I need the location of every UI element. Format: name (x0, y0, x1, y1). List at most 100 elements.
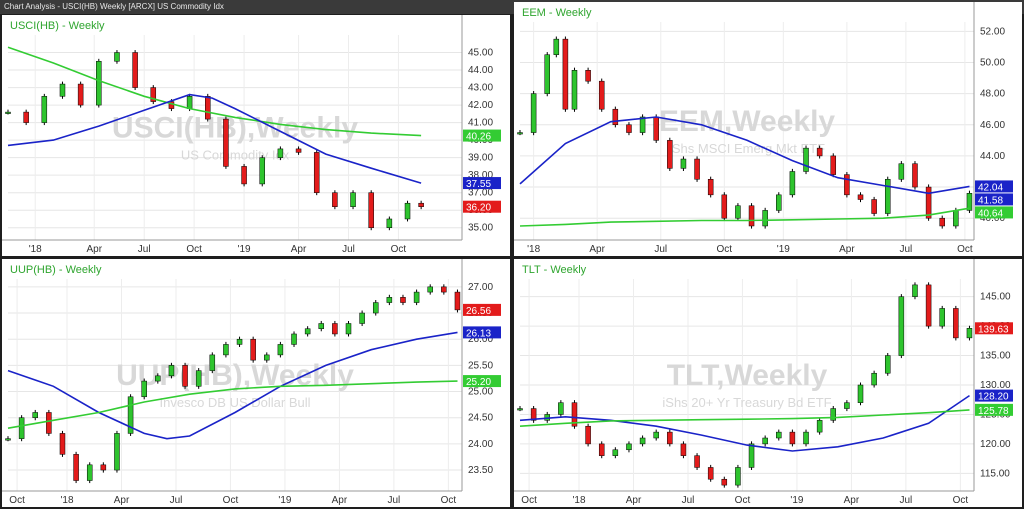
x-tick-label: Apr (114, 495, 130, 506)
candle-body (776, 431, 782, 439)
x-tick-label: Jul (388, 495, 401, 506)
candle-body (721, 478, 728, 486)
y-tick-label: 50.00 (980, 57, 1005, 68)
candle-body (241, 166, 247, 185)
x-tick-label: Apr (844, 495, 860, 506)
y-tick-label: 42.00 (468, 100, 493, 111)
candle-body (612, 449, 619, 456)
candle-body (707, 179, 714, 196)
candle-body (250, 338, 256, 361)
x-tick-label: Oct (223, 495, 239, 506)
candle-body (205, 96, 211, 120)
plot-background (514, 259, 1022, 507)
candle-body (857, 384, 864, 403)
candle-body (73, 454, 79, 481)
candle-body (598, 443, 605, 456)
chart-panel-top-right[interactable]: 52.0050.0048.0046.0044.0042.0040.00'18Ap… (514, 2, 1022, 256)
candle-body (653, 116, 659, 141)
x-tick-label: Apr (291, 244, 307, 255)
candle-body (653, 431, 659, 439)
x-tick-label: Oct (735, 495, 751, 506)
candle-body (132, 52, 138, 88)
chart-label: TLT - Weekly (522, 264, 587, 276)
candle-body (694, 158, 700, 180)
candle-body (803, 147, 809, 172)
candle-body (59, 83, 66, 97)
chart-panel-bottom-left[interactable]: 27.0026.5026.0025.5025.0024.5024.0023.50… (2, 259, 510, 507)
y-tick-label: 44.00 (980, 151, 1005, 162)
x-tick-label: '19 (777, 244, 790, 255)
candle-body (277, 344, 284, 356)
x-tick-label: '19 (278, 495, 291, 506)
candle-body (667, 140, 673, 169)
candle-body (100, 464, 107, 471)
x-tick-label: Oct (953, 495, 969, 506)
candle-body (694, 455, 700, 468)
candle-body (748, 443, 755, 468)
candle-body (400, 297, 406, 303)
x-tick-label: Oct (9, 495, 25, 506)
candle-body (368, 192, 374, 228)
x-tick-label: Apr (86, 244, 102, 255)
candle-body (626, 124, 632, 133)
candle-body (748, 205, 755, 227)
x-tick-label: Jul (342, 244, 355, 255)
value-badge (975, 403, 1013, 416)
candle-body (939, 217, 945, 227)
candle-body (735, 467, 741, 486)
candle-body (571, 70, 578, 110)
x-tick-label: '18 (572, 495, 585, 506)
candle-body (721, 194, 728, 219)
x-tick-label: Jul (900, 495, 913, 506)
chart-panel-bottom-right[interactable]: 145.00140.00135.00130.00125.00120.00115.… (514, 259, 1022, 507)
watermark-title: TLT,Weekly (667, 359, 828, 392)
y-tick-label: 120.00 (980, 439, 1011, 450)
candle-body (762, 437, 768, 445)
candle-body (680, 443, 687, 456)
y-tick-label: 48.00 (980, 89, 1005, 100)
candle-body (372, 302, 379, 314)
candle-body (150, 87, 157, 102)
candle-body (830, 408, 837, 421)
candle-body (454, 291, 461, 311)
value-badge-label: 125.78 (978, 406, 1009, 417)
x-tick-label: Oct (957, 244, 973, 255)
chart-panel-top-left[interactable]: 45.0044.0043.0042.0041.0040.0039.0038.00… (2, 15, 510, 256)
value-badge-label: 128.20 (978, 392, 1009, 403)
y-tick-label: 44.00 (468, 65, 493, 76)
candle-body (114, 433, 120, 471)
x-tick-label: Jul (170, 495, 183, 506)
value-badge-label: 139.63 (978, 324, 1009, 335)
candle-body (5, 111, 11, 114)
y-tick-label: 27.00 (468, 282, 493, 293)
y-tick-label: 145.00 (980, 292, 1011, 303)
candle-body (350, 192, 356, 207)
candle-body (953, 210, 959, 227)
plot-background (2, 15, 510, 256)
candle-body (359, 312, 365, 324)
candle-body (5, 438, 11, 441)
y-tick-label: 24.00 (468, 439, 493, 450)
candle-body (884, 179, 891, 214)
candle-body (562, 38, 569, 110)
candle-body (96, 61, 102, 106)
candle-body (816, 147, 823, 157)
candle-body (427, 286, 433, 293)
y-tick-label: 41.00 (468, 118, 493, 129)
value-badge (463, 177, 501, 190)
window-title: Chart Analysis - USCI(HB) Weekly [ARCX] … (4, 2, 224, 11)
candle-body (966, 193, 973, 211)
y-tick-label: 25.00 (468, 387, 493, 398)
candle-body (77, 83, 84, 106)
value-badge-label: 26.56 (466, 306, 491, 317)
moving-average-line (519, 394, 970, 452)
value-badge (975, 193, 1013, 206)
candle-body (639, 116, 646, 133)
candle-body (762, 210, 768, 227)
y-tick-label: 46.00 (980, 120, 1005, 131)
candle-body (517, 132, 523, 135)
candle-body (264, 354, 270, 361)
candle-body (925, 284, 932, 327)
candle-body (585, 425, 591, 445)
